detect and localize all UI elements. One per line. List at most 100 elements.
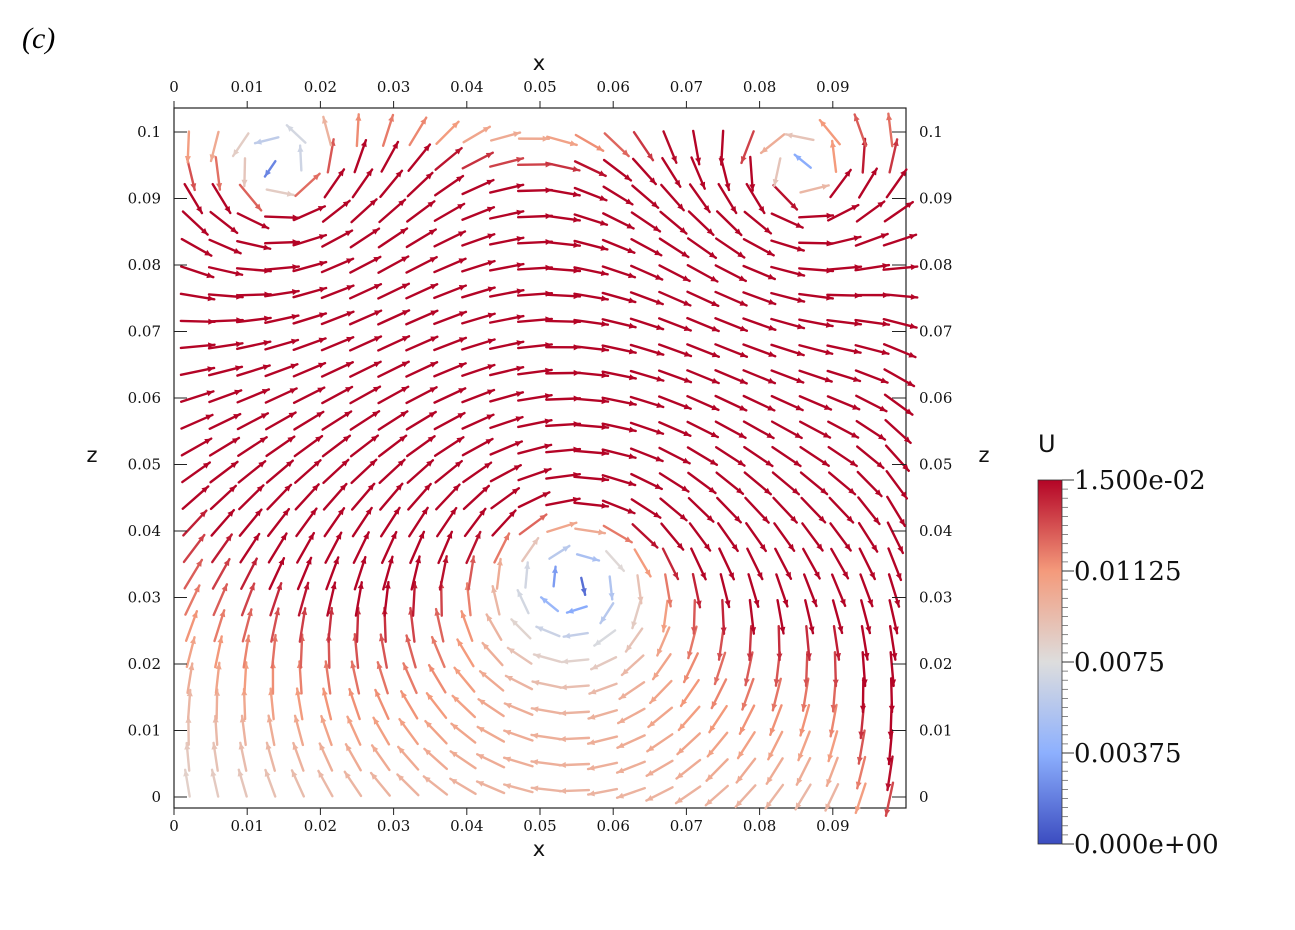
vector-arrow bbox=[736, 731, 756, 760]
vector-arrow bbox=[211, 557, 231, 590]
vector-arrow bbox=[686, 343, 720, 358]
vector-arrow bbox=[573, 423, 610, 431]
vector-arrow bbox=[423, 747, 448, 771]
vector-arrow bbox=[207, 266, 244, 277]
vector-arrow bbox=[434, 459, 463, 484]
z-tick-label-left: 0.05 bbox=[128, 456, 161, 474]
vector-arrow bbox=[406, 459, 435, 484]
vector-arrow bbox=[630, 472, 663, 491]
vector-arrow bbox=[624, 627, 644, 653]
vector-arrow bbox=[293, 434, 324, 458]
vector-arrow bbox=[396, 773, 420, 797]
vector-arrow bbox=[214, 661, 222, 695]
vector-arrow bbox=[883, 200, 914, 223]
vector-arrow bbox=[377, 309, 411, 326]
vector-arrow bbox=[686, 264, 719, 283]
vector-arrow bbox=[770, 343, 805, 357]
vector-arrow bbox=[744, 496, 770, 524]
vector-arrow bbox=[798, 318, 834, 328]
vector-arrow bbox=[586, 787, 619, 797]
vector-arrow bbox=[645, 759, 674, 778]
colorbar-scale bbox=[1037, 479, 1063, 845]
vector-arrow bbox=[461, 151, 495, 170]
vector-arrow bbox=[326, 581, 337, 617]
vector-arrow bbox=[742, 291, 777, 306]
vector-arrow bbox=[797, 730, 811, 762]
vector-arrow bbox=[615, 760, 646, 774]
vector-arrow bbox=[180, 390, 215, 403]
x-tick-label-bottom: 0.01 bbox=[230, 817, 263, 835]
vector-arrow bbox=[237, 460, 267, 484]
vector-arrow bbox=[398, 717, 419, 746]
vector-arrow bbox=[630, 264, 664, 281]
vector-arrow bbox=[742, 420, 775, 440]
vector-arrow bbox=[267, 532, 288, 564]
vector-arrow bbox=[770, 394, 804, 412]
vector-arrow bbox=[776, 624, 783, 662]
vector-arrow bbox=[477, 698, 505, 718]
vector-arrow bbox=[565, 605, 588, 614]
vector-arrow bbox=[601, 291, 637, 304]
vector-arrow bbox=[290, 769, 306, 798]
vector-arrow bbox=[239, 532, 261, 564]
vector-arrow bbox=[292, 205, 327, 222]
vector-arrow bbox=[885, 755, 894, 792]
vector-arrow bbox=[264, 363, 299, 378]
vector-arrow bbox=[489, 131, 522, 142]
vector-arrow bbox=[266, 507, 291, 538]
vector-arrow bbox=[856, 729, 866, 765]
vector-arrow bbox=[350, 458, 378, 485]
vector-arrow bbox=[518, 513, 548, 536]
vector-arrow bbox=[545, 214, 582, 223]
vector-arrow bbox=[181, 461, 212, 484]
vector-arrow bbox=[424, 719, 448, 745]
vector-arrow bbox=[253, 136, 280, 145]
vector-arrow bbox=[657, 343, 693, 358]
vector-arrow bbox=[718, 129, 725, 166]
vector-arrow bbox=[714, 394, 748, 412]
vector-arrow bbox=[887, 547, 903, 582]
vector-arrow bbox=[294, 483, 320, 511]
vector-arrow bbox=[378, 458, 406, 485]
vector-arrow bbox=[433, 362, 467, 378]
vector-arrow bbox=[714, 369, 748, 385]
vector-arrow bbox=[210, 508, 236, 537]
vector-arrow bbox=[714, 290, 748, 307]
vector-arrow bbox=[745, 522, 767, 553]
vector-arrow bbox=[603, 132, 630, 158]
vector-arrow bbox=[399, 690, 419, 720]
vector-arrow bbox=[825, 756, 839, 788]
x-tick-label-bottom: 0.08 bbox=[743, 817, 776, 835]
vector-arrow bbox=[180, 265, 215, 279]
vector-arrow bbox=[858, 547, 877, 581]
vector-arrow bbox=[771, 677, 782, 712]
vector-arrow bbox=[410, 555, 422, 591]
vector-arrow bbox=[517, 393, 553, 402]
vector-arrow bbox=[887, 573, 901, 608]
vector-arrow bbox=[793, 153, 812, 169]
vector-arrow bbox=[263, 239, 301, 246]
vector-arrow bbox=[179, 342, 216, 350]
vector-arrow bbox=[435, 120, 460, 145]
vector-arrow bbox=[461, 388, 496, 404]
vector-arrow bbox=[379, 169, 404, 199]
vector-arrow bbox=[502, 756, 534, 768]
vector-arrow bbox=[382, 555, 394, 591]
vector-arrow bbox=[405, 335, 439, 352]
vector-arrow bbox=[734, 784, 757, 809]
vector-arrow bbox=[573, 501, 610, 509]
x-tick-label-top: 0.05 bbox=[523, 78, 556, 96]
vector-arrow bbox=[320, 361, 354, 378]
vector-arrow bbox=[320, 336, 355, 352]
vector-arrow bbox=[407, 482, 432, 511]
vector-arrow bbox=[545, 188, 581, 198]
vector-arrow bbox=[238, 508, 263, 537]
vector-arrow bbox=[433, 387, 467, 404]
vector-arrow bbox=[601, 318, 637, 329]
vector-arrow bbox=[433, 411, 466, 431]
vector-arrow bbox=[185, 636, 196, 669]
vector-arrow bbox=[433, 202, 466, 222]
vector-arrow bbox=[530, 732, 563, 741]
z-tick-label-left: 0.06 bbox=[128, 389, 161, 407]
